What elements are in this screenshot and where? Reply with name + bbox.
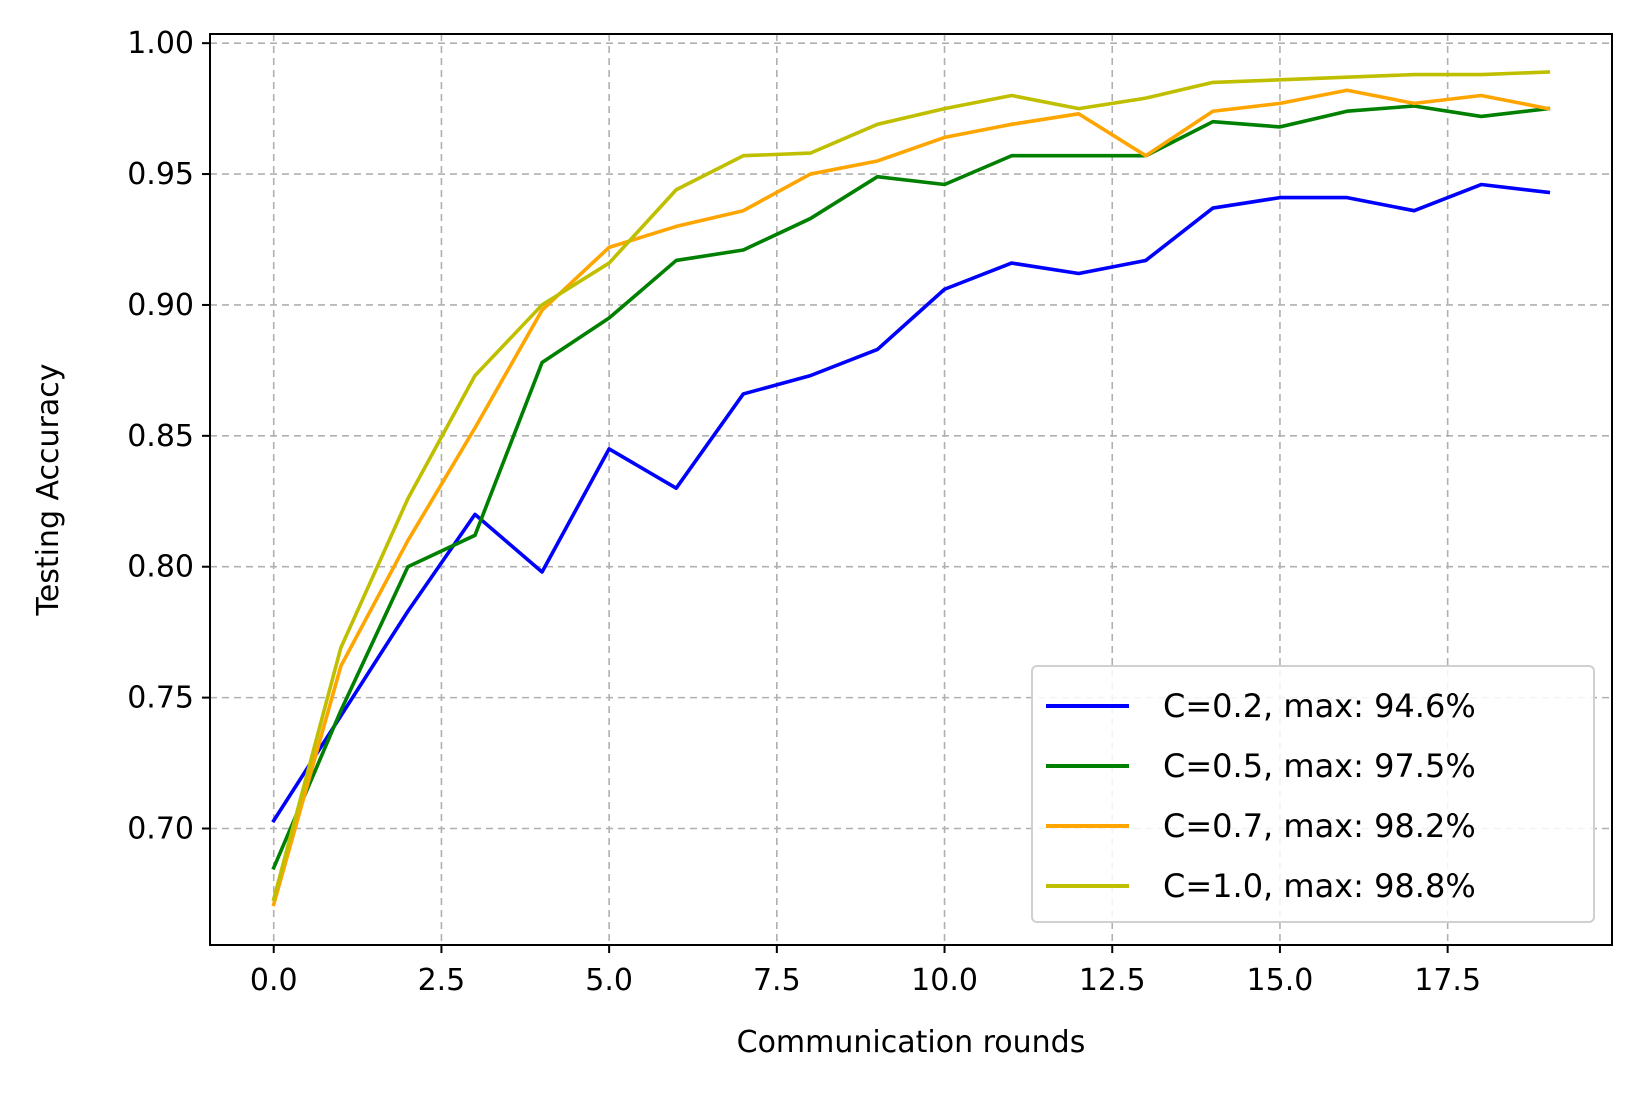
y-tick-label: 1.00	[127, 26, 194, 61]
series-group	[271, 70, 1551, 907]
x-axis: 0.0 2.5 5.0 7.5 10.0 12.5 15.0 17.5	[250, 945, 1481, 998]
legend-label: C=0.5, max: 97.5%	[1163, 747, 1476, 785]
x-tick-label: 5.0	[585, 963, 633, 998]
legend-label: C=0.7, max: 98.2%	[1163, 807, 1476, 845]
series-line-1	[271, 104, 1551, 871]
legend-label: C=1.0, max: 98.8%	[1163, 867, 1476, 905]
series-line-3	[271, 70, 1551, 902]
x-tick-label: 17.5	[1414, 963, 1481, 998]
x-tick-label: 2.5	[418, 963, 466, 998]
legend-label: C=0.2, max: 94.6%	[1163, 687, 1476, 725]
y-tick-label: 0.75	[127, 681, 194, 716]
y-axis-title: Testing Accuracy	[31, 364, 66, 617]
y-axis: 0.70 0.75 0.80 0.85 0.90 0.95 1.00	[127, 26, 210, 847]
x-tick-label: 7.5	[753, 963, 801, 998]
series-line-2	[271, 88, 1551, 907]
legend-box	[1031, 665, 1595, 923]
y-tick-label: 0.95	[127, 157, 194, 192]
y-tick-label: 0.85	[127, 419, 194, 454]
y-tick-label: 0.70	[127, 812, 194, 847]
y-tick-label: 0.90	[127, 288, 194, 323]
x-axis-title: Communication rounds	[737, 1025, 1086, 1060]
x-tick-label: 12.5	[1079, 963, 1146, 998]
y-tick-label: 0.80	[127, 550, 194, 585]
legend: C=0.2, max: 94.6% C=0.5, max: 97.5% C=0.7,…	[1031, 665, 1595, 923]
series-line-0	[271, 182, 1551, 824]
x-tick-label: 0.0	[250, 963, 298, 998]
x-tick-label: 15.0	[1247, 963, 1314, 998]
plot-frame	[209, 33, 1613, 946]
x-tick-label: 10.0	[911, 963, 978, 998]
